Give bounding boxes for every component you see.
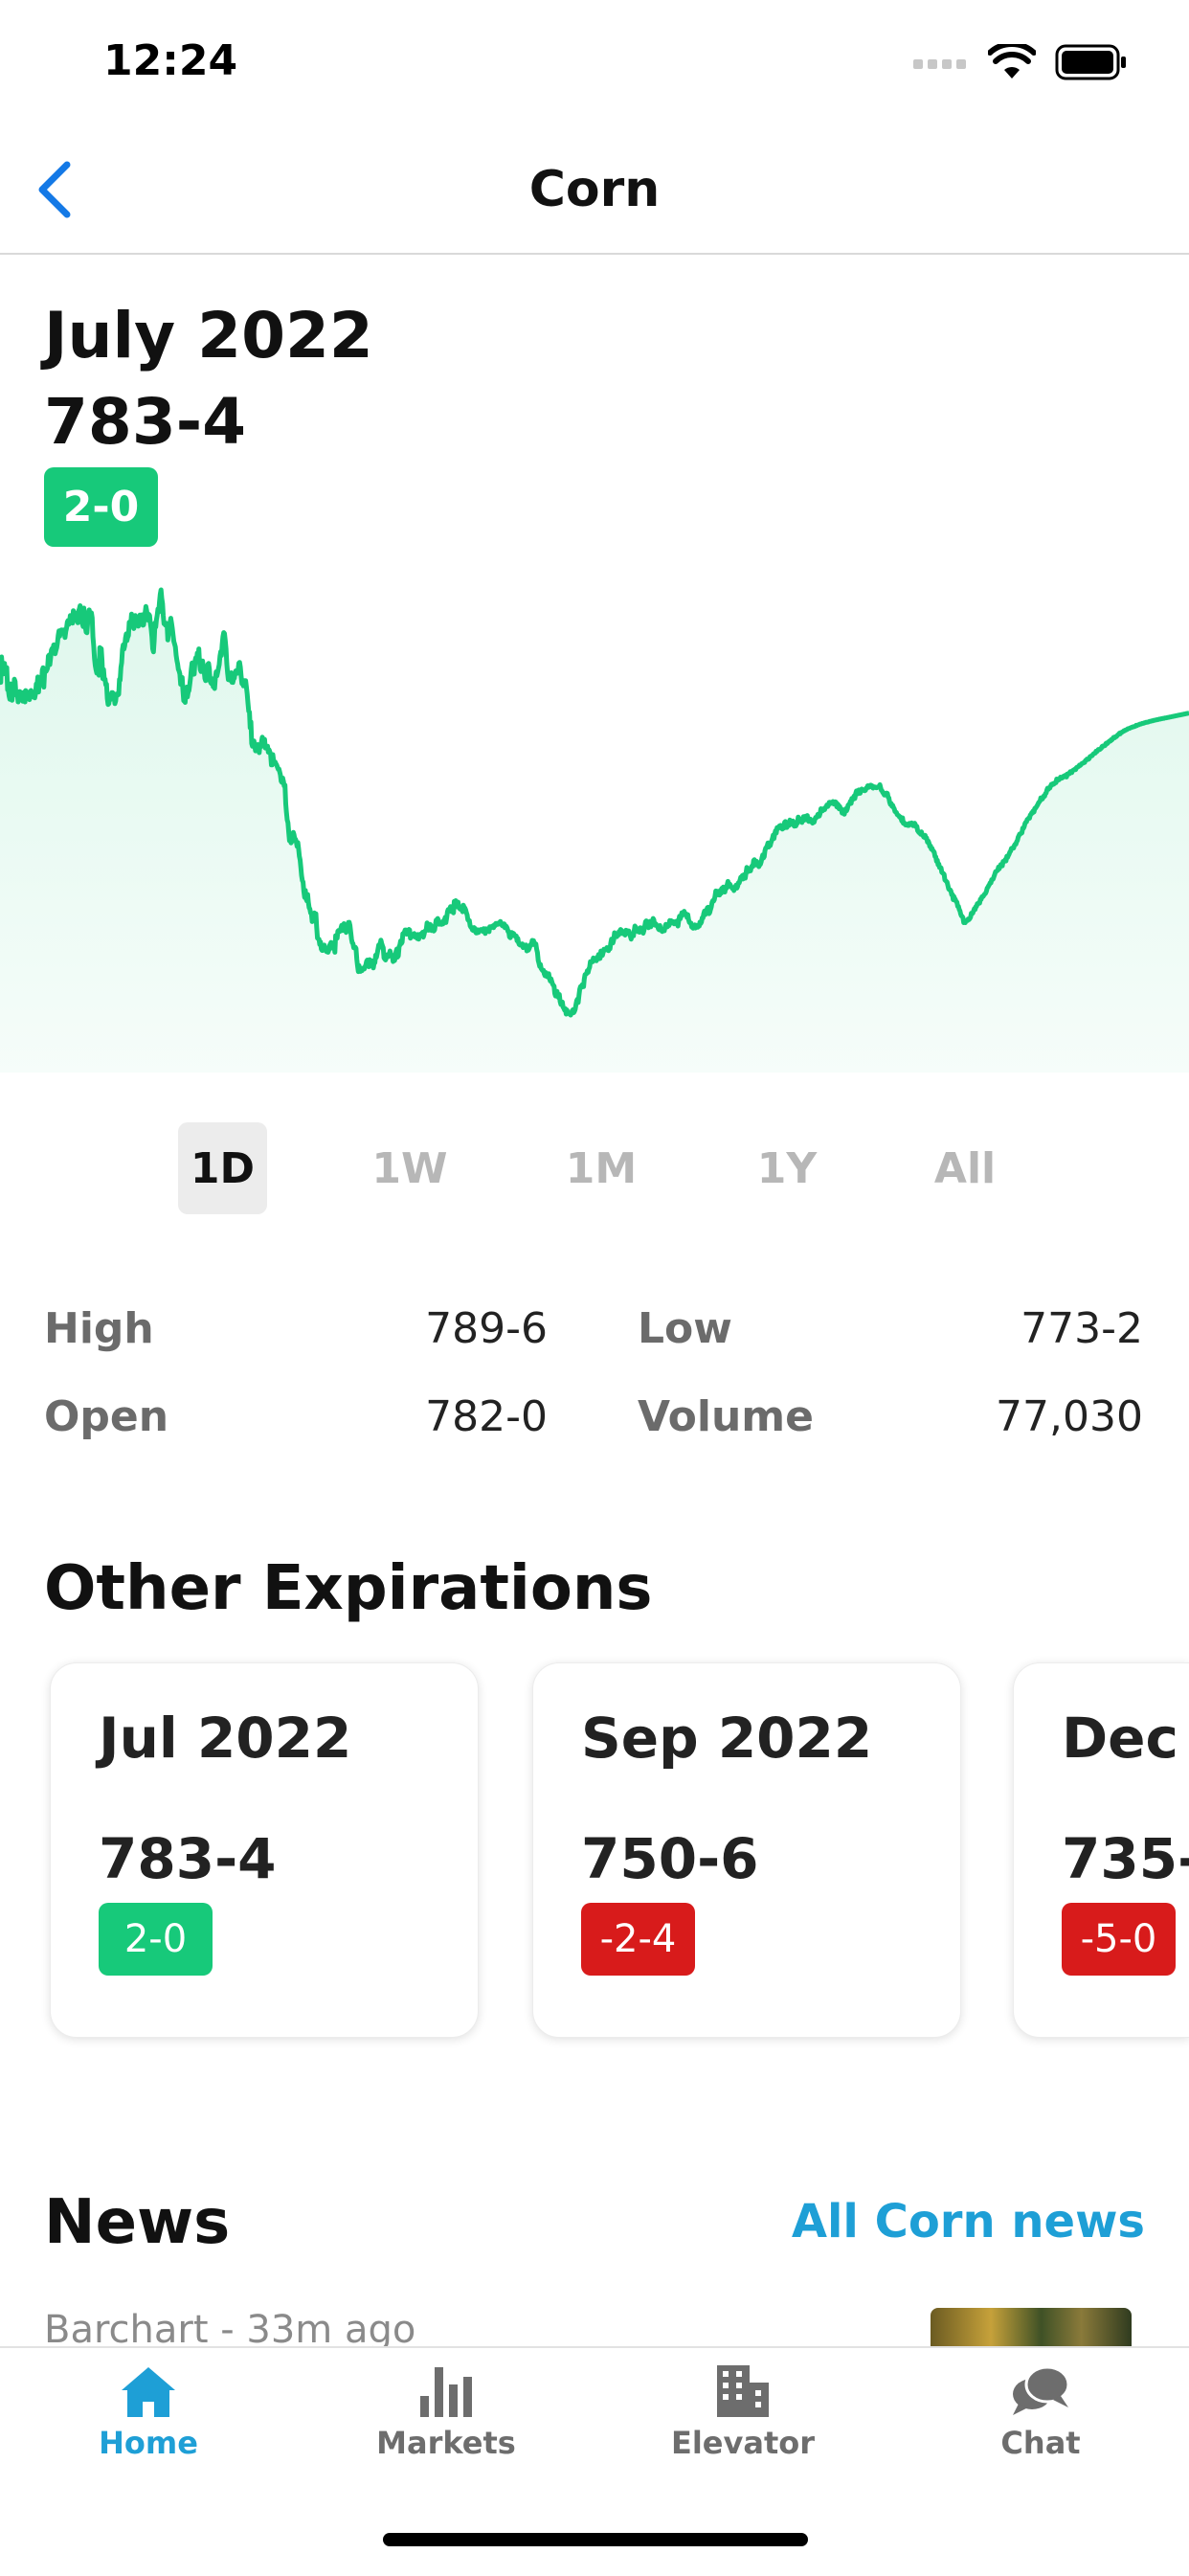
card-price: 750-6 xyxy=(581,1826,759,1891)
chevron-left-icon xyxy=(38,161,71,218)
tab-home[interactable]: Home xyxy=(53,2363,244,2461)
tab-label: Markets xyxy=(376,2425,516,2461)
battery-icon xyxy=(1055,44,1126,80)
tab-chat[interactable]: Chat xyxy=(945,2363,1136,2461)
all-corn-news-link[interactable]: All Corn news xyxy=(791,2195,1145,2248)
tab-label: Chat xyxy=(1000,2425,1081,2461)
tab-label: Elevator xyxy=(670,2425,816,2461)
building-icon xyxy=(717,2365,769,2417)
change-badge: 2-0 xyxy=(44,467,158,547)
open-value: 782-0 xyxy=(425,1392,548,1441)
expiration-card-jul-2022[interactable]: Jul 2022 783-4 2-0 xyxy=(50,1662,479,2038)
status-icons xyxy=(913,44,1128,80)
range-1w[interactable]: 1W xyxy=(371,1143,448,1193)
tab-elevator[interactable]: Elevator xyxy=(647,2363,839,2461)
page-title: Corn xyxy=(528,161,661,218)
card-change-badge: 2-0 xyxy=(99,1903,213,1976)
high-label: High xyxy=(44,1304,154,1353)
low-label: Low xyxy=(638,1304,732,1353)
card-month: Jul 2022 xyxy=(99,1706,352,1771)
card-change-badge: -2-4 xyxy=(581,1903,695,1976)
bar-chart-icon xyxy=(420,2367,472,2417)
news-source-meta: Barchart - 33m ago xyxy=(44,2308,416,2352)
range-1y[interactable]: 1Y xyxy=(756,1143,818,1193)
volume-label: Volume xyxy=(638,1392,814,1441)
tab-markets[interactable]: Markets xyxy=(350,2363,542,2461)
news-title: News xyxy=(44,2187,231,2258)
range-1d[interactable]: 1D xyxy=(178,1122,267,1214)
high-value: 789-6 xyxy=(425,1304,548,1353)
status-time: 12:24 xyxy=(103,36,238,85)
contract-price: 783-4 xyxy=(44,385,247,459)
price-chart[interactable] xyxy=(0,575,1189,1073)
other-expirations-title: Other Expirations xyxy=(44,1553,653,1624)
volume-value: 77,030 xyxy=(996,1392,1143,1441)
expiration-card-sep-2022[interactable]: Sep 2022 750-6 -2-4 xyxy=(532,1662,961,2038)
home-icon xyxy=(122,2367,175,2417)
open-label: Open xyxy=(44,1392,169,1441)
chart-line xyxy=(0,587,1189,1018)
card-month: Sep 2022 xyxy=(581,1706,873,1771)
tab-label: Home xyxy=(99,2425,198,2461)
chart-area xyxy=(0,590,1189,1073)
range-all[interactable]: All xyxy=(933,1143,997,1193)
nav-divider xyxy=(0,253,1189,255)
back-button[interactable] xyxy=(33,159,79,220)
low-value: 773-2 xyxy=(1021,1304,1143,1353)
contract-title: July 2022 xyxy=(44,299,373,373)
wifi-icon xyxy=(988,44,1036,79)
card-change-badge: -5-0 xyxy=(1062,1903,1176,1976)
chat-bubbles-icon xyxy=(1013,2365,1070,2415)
signal-icon xyxy=(913,59,966,69)
home-indicator xyxy=(383,2533,808,2546)
card-price: 735-2 xyxy=(1062,1826,1189,1891)
card-month: Dec 2022 xyxy=(1062,1706,1189,1771)
card-price: 783-4 xyxy=(99,1826,277,1891)
range-1m[interactable]: 1M xyxy=(565,1143,638,1193)
expiration-card-dec-2022[interactable]: Dec 2022 735-2 -5-0 xyxy=(1013,1662,1189,2038)
